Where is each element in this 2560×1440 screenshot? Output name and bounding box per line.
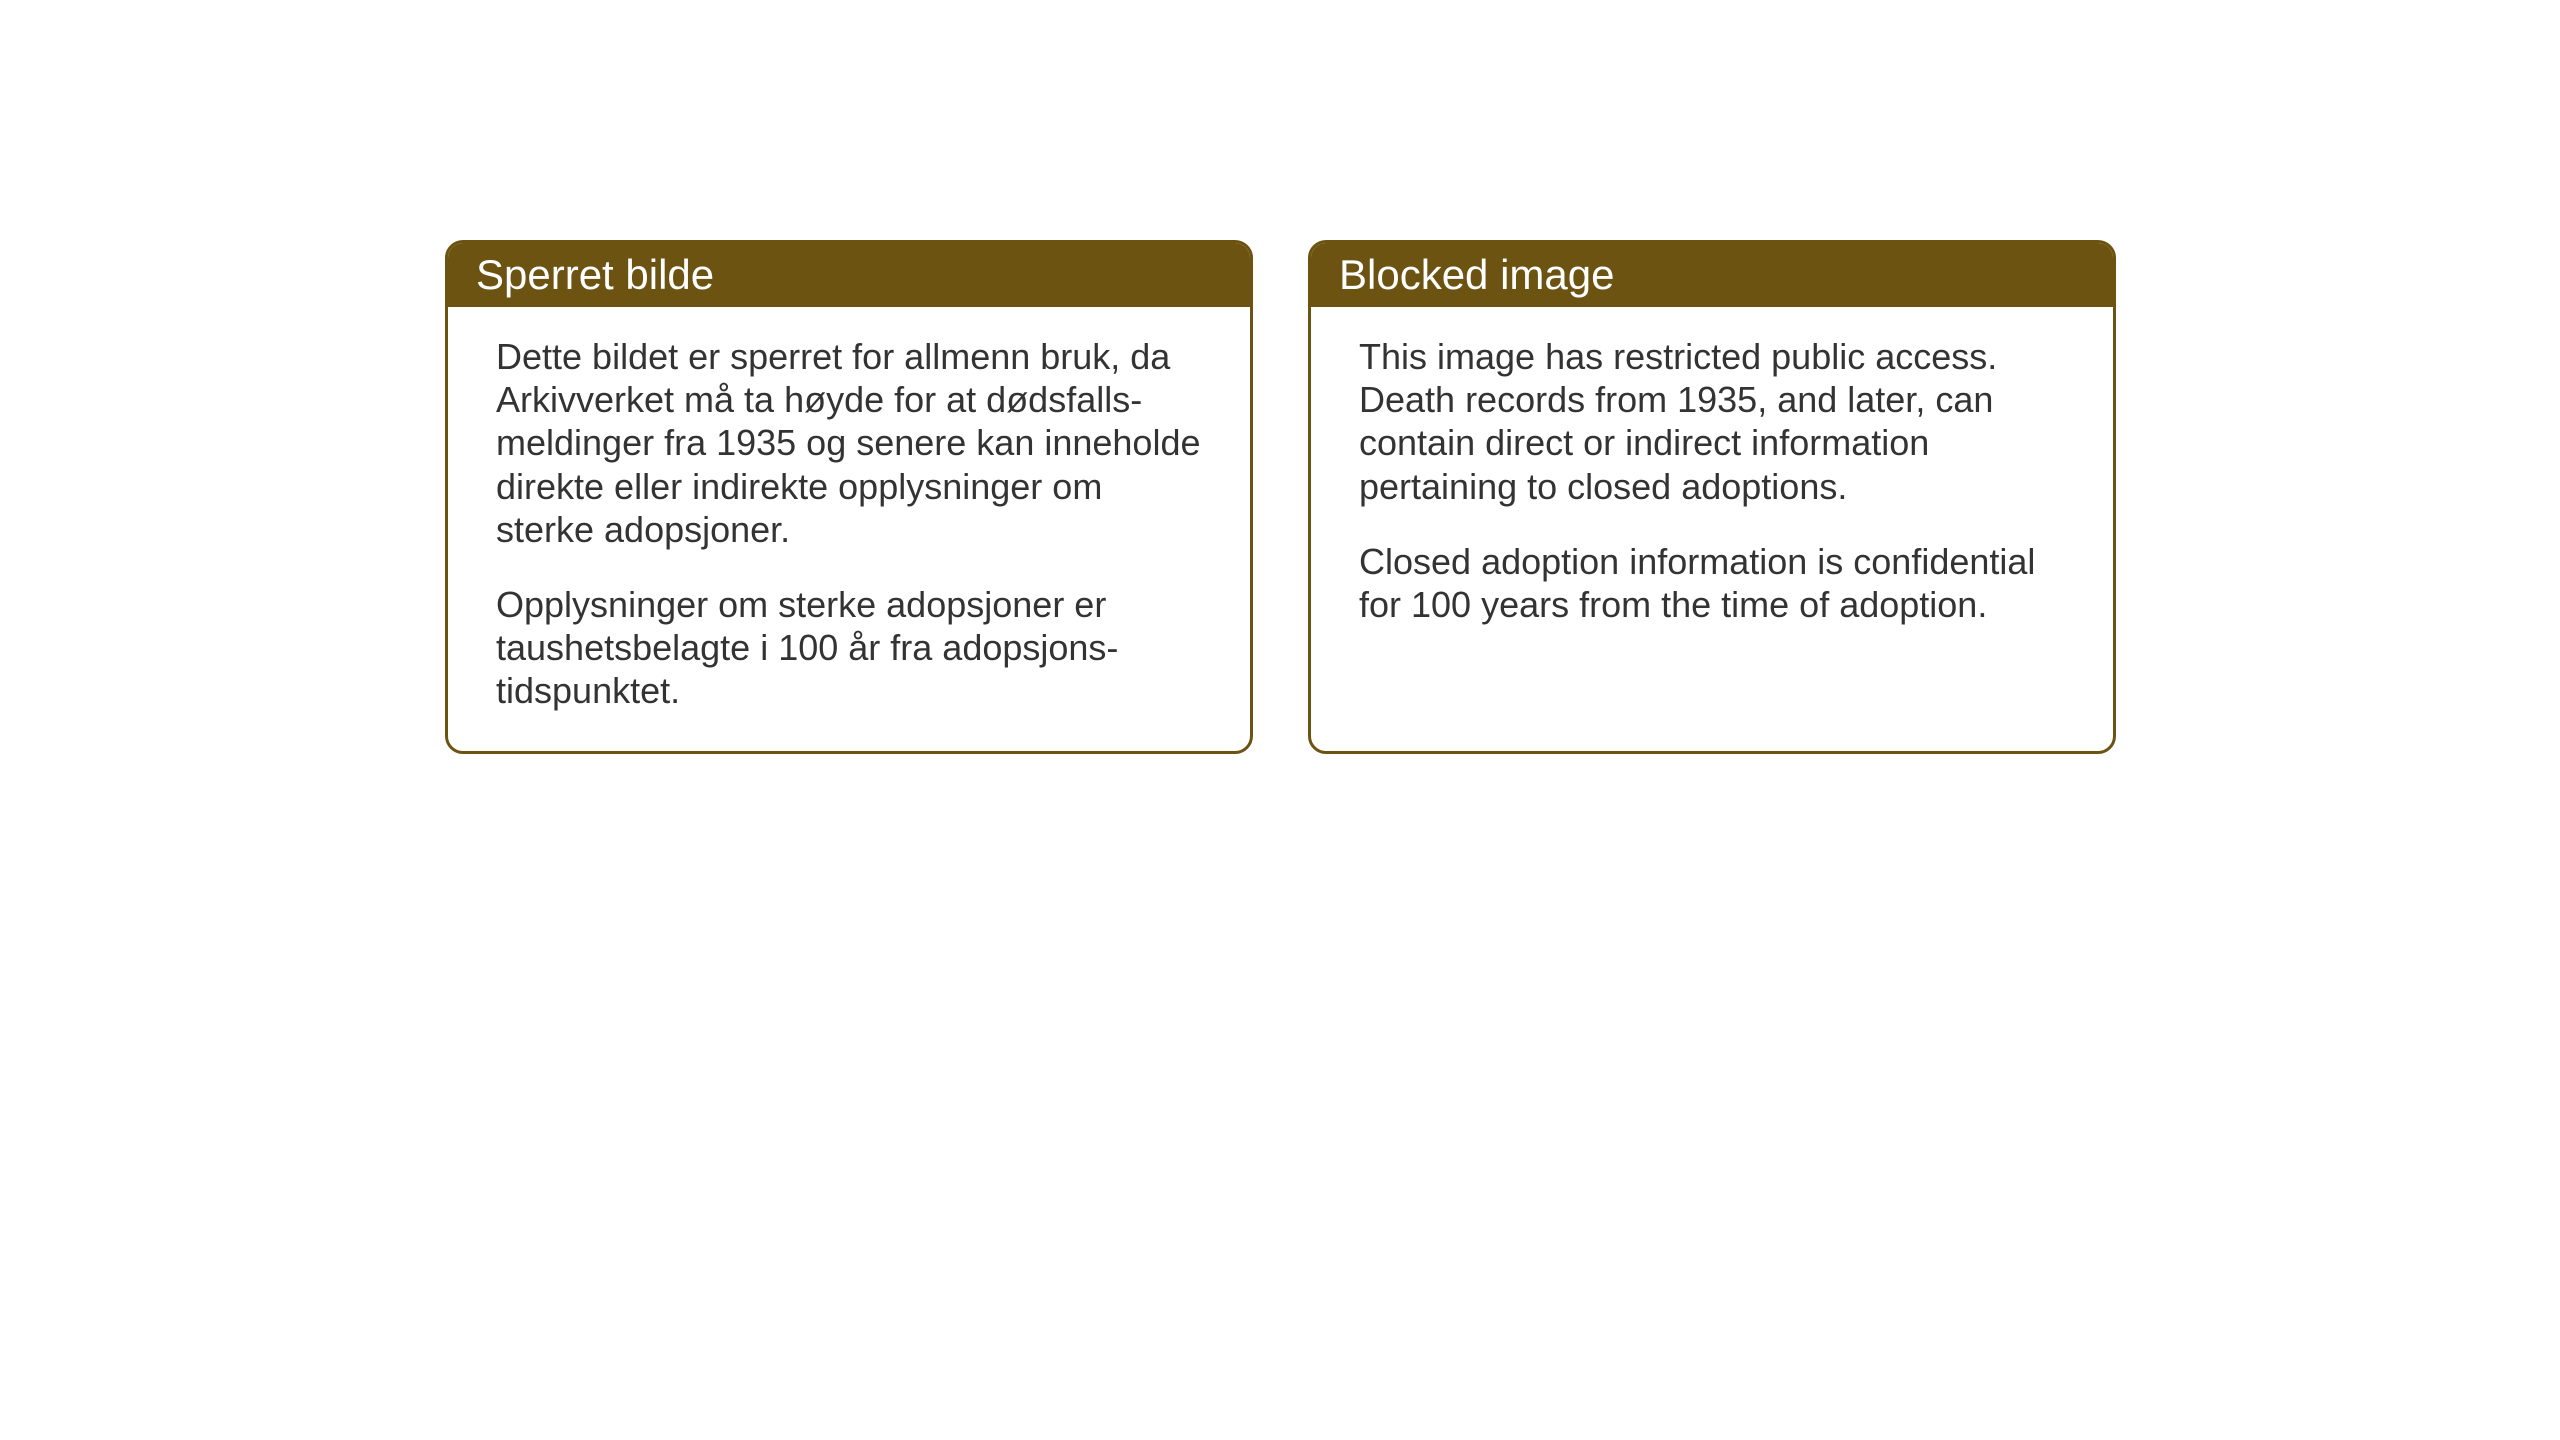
norwegian-paragraph-2: Opplysninger om sterke adopsjoner er tau… [496,583,1202,713]
english-paragraph-1: This image has restricted public access.… [1359,335,2065,508]
english-notice-card: Blocked image This image has restricted … [1308,240,2116,754]
notice-container: Sperret bilde Dette bildet er sperret fo… [445,240,2116,754]
english-card-body: This image has restricted public access.… [1311,307,2113,747]
norwegian-card-body: Dette bildet er sperret for allmenn bruk… [448,307,1250,751]
norwegian-card-title: Sperret bilde [448,243,1250,307]
english-paragraph-2: Closed adoption information is confident… [1359,540,2065,626]
norwegian-notice-card: Sperret bilde Dette bildet er sperret fo… [445,240,1253,754]
norwegian-paragraph-1: Dette bildet er sperret for allmenn bruk… [496,335,1202,551]
english-card-title: Blocked image [1311,243,2113,307]
